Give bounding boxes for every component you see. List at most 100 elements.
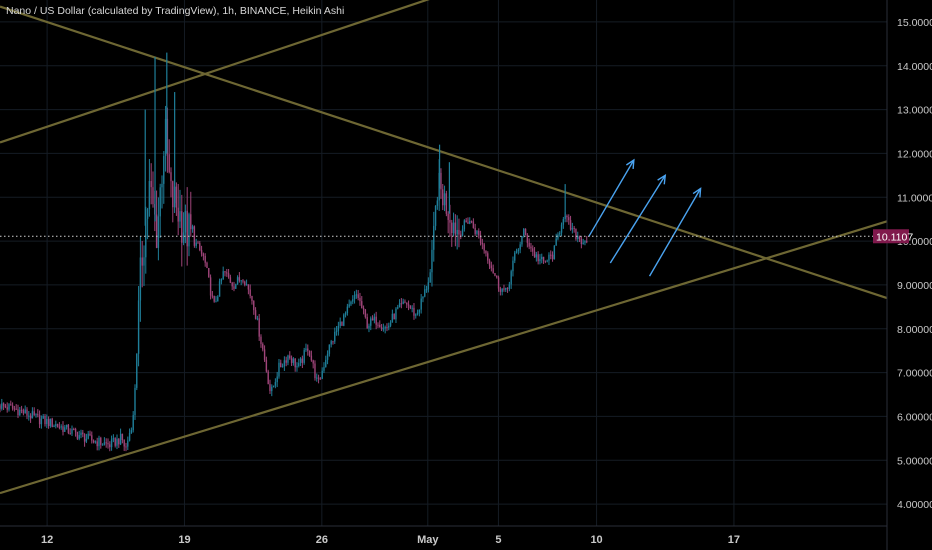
candle-body xyxy=(321,370,323,379)
candle-body xyxy=(346,306,349,314)
price-tick-label: 11.00000 xyxy=(897,192,932,204)
candle-body xyxy=(109,444,111,448)
candle-body xyxy=(272,385,275,387)
candle-body xyxy=(249,289,251,296)
candle-body xyxy=(62,426,64,432)
candle-body xyxy=(379,324,381,328)
trendline-upper-falling xyxy=(0,5,888,300)
candle-body xyxy=(330,341,332,345)
candle-body xyxy=(382,328,385,330)
candle-body xyxy=(31,411,34,419)
candle-body xyxy=(447,213,449,220)
candle-body xyxy=(226,272,228,274)
candle-body xyxy=(332,341,334,343)
candle-body xyxy=(163,156,165,184)
candle-body xyxy=(145,218,147,258)
candle-body xyxy=(202,253,205,256)
candle-body xyxy=(422,296,424,299)
candle-body xyxy=(573,228,575,230)
price-tick-label: 12.00000 xyxy=(897,148,932,160)
candle-body xyxy=(436,200,439,206)
candle-body xyxy=(204,255,206,263)
candle-body xyxy=(175,186,178,208)
time-tick-label: 12 xyxy=(41,534,53,546)
candle-body xyxy=(1,403,3,409)
candle-body xyxy=(443,193,446,206)
candle-body xyxy=(199,243,201,251)
candle-body xyxy=(118,438,120,445)
candle-body xyxy=(485,250,487,254)
candle-body xyxy=(404,301,406,303)
candle-body xyxy=(49,418,52,427)
candle-body xyxy=(150,181,152,188)
candle-body xyxy=(105,442,107,444)
candle-body xyxy=(519,244,521,250)
candle-body xyxy=(400,303,403,305)
candle-body xyxy=(584,241,586,243)
candle-body xyxy=(170,172,172,182)
candle-body xyxy=(496,275,498,278)
candle-body xyxy=(274,382,277,386)
candle-body xyxy=(388,325,390,328)
candle-body xyxy=(431,249,433,273)
candle-body xyxy=(361,301,363,309)
trendline-layer xyxy=(0,0,888,495)
candle-body xyxy=(217,296,219,302)
candle-body xyxy=(287,355,289,363)
candle-body xyxy=(262,343,264,350)
candle-layer xyxy=(0,52,588,452)
price-tick-label: 15.00000 xyxy=(897,17,932,29)
candle-body xyxy=(456,229,458,235)
candle-body xyxy=(13,408,16,410)
candle-body xyxy=(146,209,149,219)
candle-body xyxy=(523,228,525,237)
candle-body xyxy=(184,210,187,233)
time-axis[interactable]: 12 19 26 May 5 10 17 xyxy=(41,534,740,546)
candle-body xyxy=(47,418,50,427)
candle-body xyxy=(353,295,356,300)
candle-body xyxy=(398,303,401,308)
candle-body xyxy=(334,331,336,342)
candle-body xyxy=(244,281,246,286)
candle-body xyxy=(508,284,511,289)
candle-body xyxy=(316,377,318,379)
candle-body xyxy=(240,280,242,282)
candle-body xyxy=(452,222,455,234)
candle-body xyxy=(427,282,430,290)
candle-body xyxy=(71,428,73,434)
candle-body xyxy=(101,444,104,446)
forecast-arrow-shaft xyxy=(609,174,666,264)
candle-body xyxy=(4,405,7,408)
candle-body xyxy=(479,235,482,243)
candle-body xyxy=(190,214,192,230)
candle-body xyxy=(22,410,25,414)
price-axis[interactable]: 15.00000 14.00000 13.00000 12.00000 11.00000… xyxy=(897,17,932,511)
candle-body xyxy=(91,435,93,441)
chart-title: Nano / US Dollar (calculated by TradingV… xyxy=(6,5,345,17)
candle-body xyxy=(265,359,268,372)
candle-body xyxy=(575,228,577,239)
price-tick-label: 8.00000 xyxy=(897,324,932,336)
candle-body xyxy=(391,313,394,323)
candle-body xyxy=(362,308,365,310)
candle-body xyxy=(209,277,212,296)
candle-body xyxy=(339,321,341,326)
candle-body xyxy=(433,225,435,250)
price-tick-label: 9.00000 xyxy=(897,280,932,292)
candle-body xyxy=(586,241,588,243)
candle-body xyxy=(537,254,539,262)
candle-body xyxy=(211,295,214,297)
candle-body xyxy=(458,229,460,235)
candle-body xyxy=(24,409,26,414)
candle-body xyxy=(449,219,451,223)
candle-body xyxy=(116,438,118,446)
candle-body xyxy=(461,229,464,236)
candle-body xyxy=(40,418,43,425)
candle-body xyxy=(92,440,95,443)
candle-body xyxy=(377,324,379,326)
candle-body xyxy=(89,433,91,436)
candle-body xyxy=(119,433,122,445)
candle-body xyxy=(157,216,160,248)
candle-body xyxy=(343,314,345,326)
